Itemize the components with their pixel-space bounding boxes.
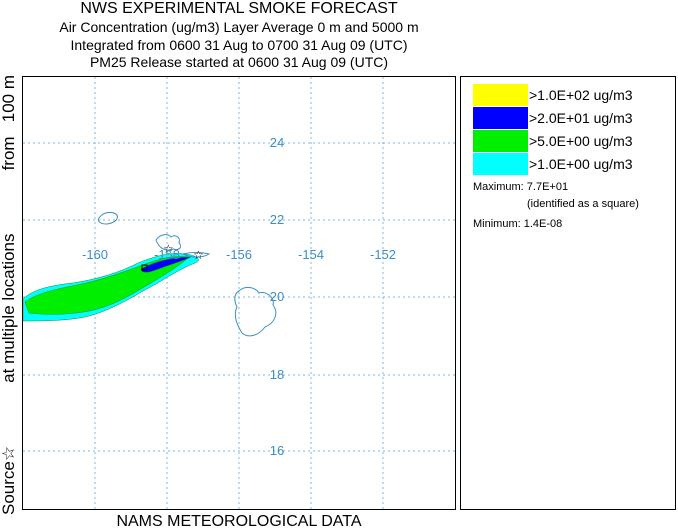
- lon-label-152: -152: [370, 247, 396, 262]
- plume-max-square: [141, 264, 148, 271]
- coast-hawaii: [234, 286, 277, 337]
- map-canvas: ☆ ☆ 24 22 20 18 16 -160 -158 -156 -154 -…: [23, 77, 457, 511]
- legend-entry-2: >2.0E+01 ug/m3: [473, 107, 633, 129]
- lat-label-16: 16: [270, 443, 284, 458]
- source-star-2: ☆: [193, 248, 204, 262]
- lon-label-160: -160: [82, 247, 108, 262]
- maximum-value: Maximum: 7.7E+01: [473, 181, 569, 193]
- map-panel: ☆ ☆ 24 22 20 18 16 -160 -158 -156 -154 -…: [22, 76, 457, 511]
- legend-label-1: >1.0E+02 ug/m3: [529, 87, 633, 103]
- lat-label-18: 18: [270, 367, 284, 382]
- lat-label-24: 24: [270, 135, 284, 150]
- lon-label-158: -158: [154, 247, 180, 262]
- subtitle-release: PM25 Release started at 0600 31 Aug 09 (…: [89, 54, 389, 70]
- source-markers: ☆ ☆: [163, 242, 204, 262]
- legend-entry-3: >5.0E+00 ug/m3: [473, 130, 633, 152]
- legend-label-4: >1.0E+00 ug/m3: [529, 156, 633, 172]
- legend-swatch-3: [473, 130, 528, 152]
- lat-label-20: 20: [270, 289, 284, 304]
- legend-entry-1: >1.0E+02 ug/m3: [473, 84, 633, 106]
- legend-swatch-2: [473, 107, 528, 129]
- lon-label-156: -156: [226, 247, 252, 262]
- legend-entry-4: >1.0E+00 ug/m3: [473, 153, 633, 175]
- coast-molokai: [181, 252, 211, 258]
- latitude-labels: 24 22 20 18 16: [270, 135, 284, 458]
- longitude-labels: -160 -158 -156 -154 -152: [82, 247, 396, 262]
- lat-label-22: 22: [270, 212, 284, 227]
- legend-swatch-4: [473, 153, 528, 175]
- forecast-title: NWS EXPERIMENTAL SMOKE FORECAST: [80, 0, 398, 17]
- maximum-note: (identified as a square): [527, 198, 639, 210]
- height-label: from 100 m: [0, 75, 18, 171]
- subtitle-concentration: Air Concentration (ug/m3) Layer Average …: [59, 19, 419, 35]
- locations-label: at multiple locations: [0, 233, 18, 383]
- graticule: [23, 77, 457, 511]
- legend-label-3: >5.0E+00 ug/m3: [529, 133, 633, 149]
- source-label: Source☆: [0, 445, 18, 515]
- lon-label-154: -154: [298, 247, 324, 262]
- smoke-plume: [23, 253, 199, 322]
- source-side-label: Source☆ at multiple locations from 100 m: [0, 75, 19, 515]
- subtitle-integration: Integrated from 0600 31 Aug to 0700 31 A…: [70, 37, 408, 53]
- coast-kauai-oahu: [155, 234, 182, 251]
- legend-label-2: >2.0E+01 ug/m3: [529, 110, 633, 126]
- minimum-value: Minimum: 1.4E-08: [473, 218, 563, 230]
- met-data-label: NAMS METEOROLOGICAL DATA: [116, 513, 362, 530]
- legend-swatch-1: [473, 84, 528, 106]
- source-star-1: ☆: [163, 242, 174, 256]
- legend-panel: >1.0E+02 ug/m3 >2.0E+01 ug/m3 >5.0E+00 u…: [460, 76, 676, 510]
- plume-contour-3: [140, 256, 192, 273]
- coast-niihau: [98, 211, 118, 225]
- coastlines: [98, 211, 277, 337]
